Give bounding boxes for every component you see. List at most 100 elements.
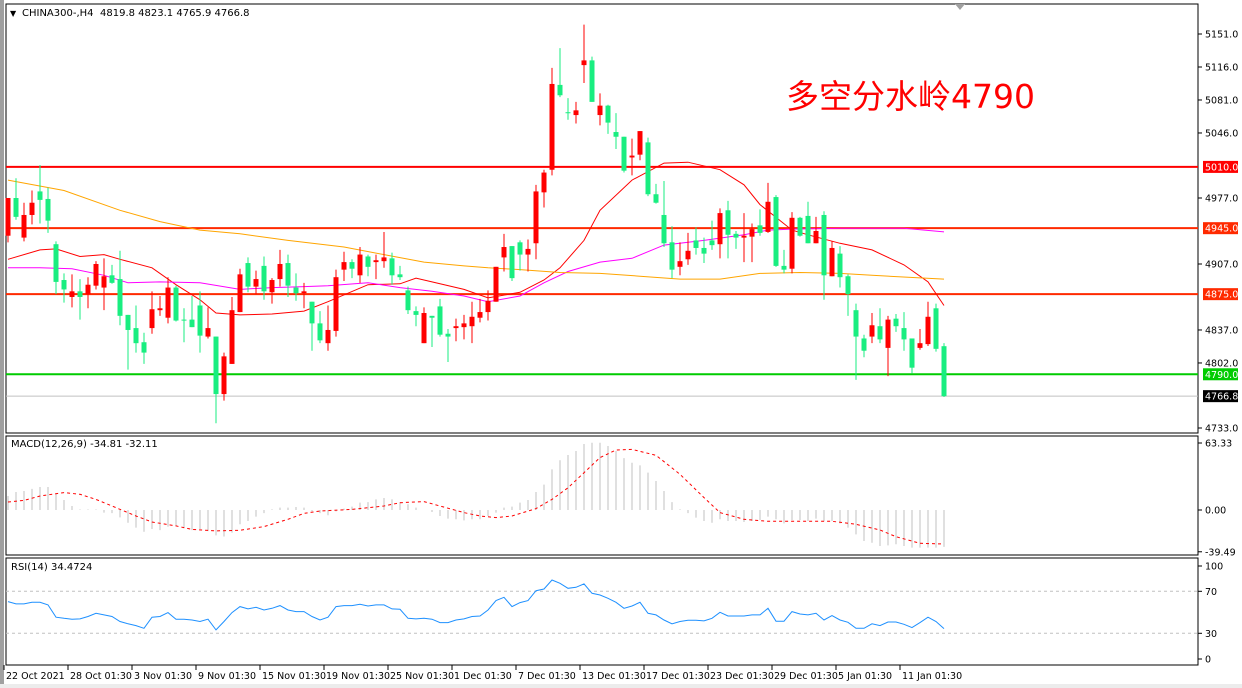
candle-body bbox=[805, 215, 811, 244]
candle bbox=[125, 314, 131, 370]
candle-body bbox=[709, 240, 715, 246]
candle-body bbox=[693, 240, 699, 248]
candle bbox=[437, 298, 443, 337]
candle bbox=[501, 233, 507, 272]
candle bbox=[733, 231, 739, 249]
candle bbox=[749, 223, 755, 263]
candle bbox=[797, 216, 803, 237]
price-tick-label: 4837.0 bbox=[1205, 325, 1238, 336]
candle bbox=[317, 311, 323, 344]
candle bbox=[181, 308, 187, 343]
candle-body bbox=[733, 233, 739, 238]
candle bbox=[573, 101, 579, 124]
chart-shift-marker-icon[interactable] bbox=[955, 4, 965, 10]
level-price-label: 4766.8 bbox=[1205, 392, 1238, 403]
candle-body bbox=[269, 280, 275, 293]
candle-body bbox=[85, 284, 91, 295]
candle bbox=[21, 202, 27, 242]
candle-body bbox=[557, 84, 563, 96]
ohlc-readout: 4819.8 4823.1 4765.9 4766.8 bbox=[100, 8, 250, 19]
candle-body bbox=[645, 142, 651, 195]
candle-body bbox=[893, 318, 899, 327]
candle bbox=[165, 277, 171, 324]
candle-body bbox=[445, 333, 451, 337]
candle bbox=[109, 264, 115, 284]
candle bbox=[61, 273, 67, 303]
candle bbox=[261, 256, 267, 300]
window-bottom-edge bbox=[0, 684, 1242, 688]
time-tick-label: 23 Dec 01:30 bbox=[710, 671, 774, 682]
candle-body bbox=[685, 250, 691, 260]
candle-body bbox=[173, 287, 179, 321]
candle bbox=[925, 301, 931, 346]
level-price-label: 4945.0 bbox=[1205, 224, 1238, 235]
time-tick-label: 9 Nov 01:30 bbox=[198, 671, 256, 682]
candle-body bbox=[141, 342, 147, 353]
candle bbox=[885, 315, 891, 377]
level-price-tag bbox=[1203, 390, 1238, 403]
candle-body bbox=[293, 287, 299, 294]
candle bbox=[861, 334, 867, 358]
price-tick-label: 4802.0 bbox=[1205, 358, 1238, 369]
candle-body bbox=[789, 217, 795, 269]
symbol-menu-icon[interactable]: ▼ bbox=[10, 9, 17, 18]
candle bbox=[85, 277, 91, 309]
rsi-tick-label: 30 bbox=[1205, 629, 1217, 640]
candle-body bbox=[325, 329, 331, 344]
candle-body bbox=[901, 328, 907, 340]
macd-panel[interactable] bbox=[5, 435, 1199, 556]
level-price-tag bbox=[1203, 368, 1238, 381]
candle-body bbox=[101, 276, 107, 288]
time-tick-label: 25 Nov 01:30 bbox=[390, 671, 454, 682]
candle bbox=[253, 270, 259, 295]
candle-body bbox=[213, 336, 219, 395]
candle-body bbox=[61, 280, 67, 290]
candle bbox=[821, 211, 827, 300]
time-axis: 22 Oct 2021 28 Oct 01:30 3 Nov 01:30 9 Nov … bbox=[3, 665, 962, 682]
time-tick-label: 17 Dec 01:30 bbox=[646, 671, 710, 682]
macd-tick-label: -39.49 bbox=[1205, 547, 1236, 558]
candle-body bbox=[509, 246, 515, 279]
candle-body bbox=[29, 202, 35, 215]
candle bbox=[413, 306, 419, 327]
time-tick-label: 28 Oct 01:30 bbox=[70, 671, 132, 682]
candle-body bbox=[605, 105, 611, 123]
candle bbox=[557, 48, 563, 98]
candle bbox=[421, 307, 427, 344]
price-tick-label: 5081.0 bbox=[1205, 95, 1238, 106]
candle bbox=[429, 315, 435, 347]
candle bbox=[869, 313, 875, 344]
candle bbox=[637, 131, 643, 161]
candle bbox=[469, 301, 475, 344]
main-price-panel[interactable] bbox=[5, 3, 1199, 434]
candle bbox=[325, 305, 331, 351]
candle bbox=[245, 257, 251, 293]
candle-body bbox=[469, 316, 475, 327]
candle bbox=[549, 67, 555, 176]
annotation-text[interactable]: 多空分水岭4790 bbox=[786, 77, 1035, 116]
candle bbox=[269, 278, 275, 304]
candle bbox=[757, 209, 763, 236]
candle-body bbox=[237, 274, 243, 313]
candle-body bbox=[837, 253, 843, 278]
candle-body bbox=[117, 279, 123, 316]
candle bbox=[493, 266, 499, 302]
candle bbox=[661, 181, 667, 248]
moving-average-line-3 bbox=[7, 179, 945, 280]
candle-body bbox=[333, 277, 339, 331]
candle bbox=[133, 305, 139, 353]
candle bbox=[773, 195, 779, 267]
candle-body bbox=[725, 210, 731, 235]
candle bbox=[45, 187, 51, 233]
candle bbox=[781, 249, 787, 274]
candle bbox=[741, 213, 747, 263]
candle bbox=[805, 201, 811, 244]
candle-body bbox=[917, 343, 923, 348]
candle bbox=[581, 24, 587, 84]
horizontal-levels bbox=[6, 165, 1198, 397]
candle-body bbox=[45, 198, 51, 221]
rsi-panel[interactable] bbox=[5, 557, 1199, 666]
candle bbox=[13, 178, 19, 220]
